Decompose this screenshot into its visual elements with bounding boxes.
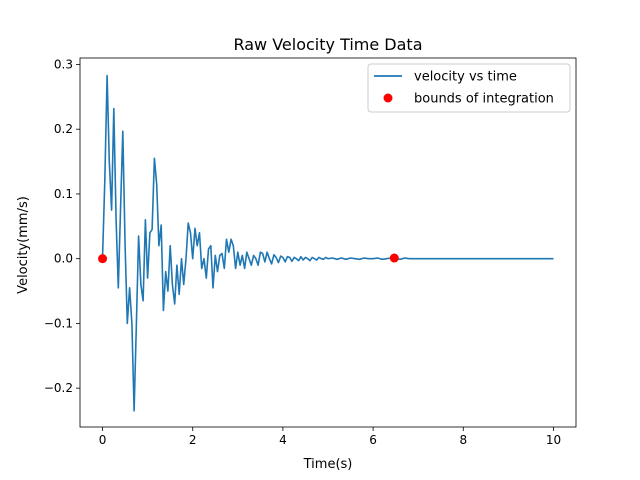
legend-marker-swatch bbox=[383, 93, 393, 103]
series-line-velocity bbox=[101, 74, 554, 412]
legend-label: velocity vs time bbox=[414, 70, 517, 85]
x-tick-label: 10 bbox=[546, 433, 561, 447]
x-tick-label: 0 bbox=[99, 433, 107, 447]
x-axis-label: Time(s) bbox=[303, 457, 353, 472]
legend: velocity vs time bounds of integration bbox=[367, 63, 571, 113]
axes-frame bbox=[79, 57, 577, 428]
legend-box bbox=[367, 63, 571, 113]
y-tick-label: −0.2 bbox=[44, 381, 73, 395]
y-tick-label: 0.2 bbox=[54, 122, 73, 136]
bound-point bbox=[389, 253, 399, 263]
chart-title: Raw Velocity Time Data bbox=[233, 35, 422, 54]
x-tick-label: 8 bbox=[459, 433, 467, 447]
y-axis-label: Velocity(mm/s) bbox=[16, 196, 31, 294]
legend-label: bounds of integration bbox=[414, 92, 554, 107]
plot-area bbox=[98, 74, 554, 412]
x-tick-label: 4 bbox=[279, 433, 287, 447]
y-tick-label: 0.3 bbox=[54, 57, 73, 71]
y-tick-label: 0.1 bbox=[54, 187, 73, 201]
x-tick-label: 2 bbox=[189, 433, 197, 447]
axes: 0 2 4 6 8 10 −0.2 −0.1 0.0 0.1 0.2 0.3 bbox=[44, 57, 577, 447]
y-tick-label: −0.1 bbox=[44, 316, 73, 330]
y-tick-label: 0.0 bbox=[54, 252, 73, 266]
bound-point bbox=[98, 254, 108, 264]
x-tick-label: 6 bbox=[369, 433, 377, 447]
